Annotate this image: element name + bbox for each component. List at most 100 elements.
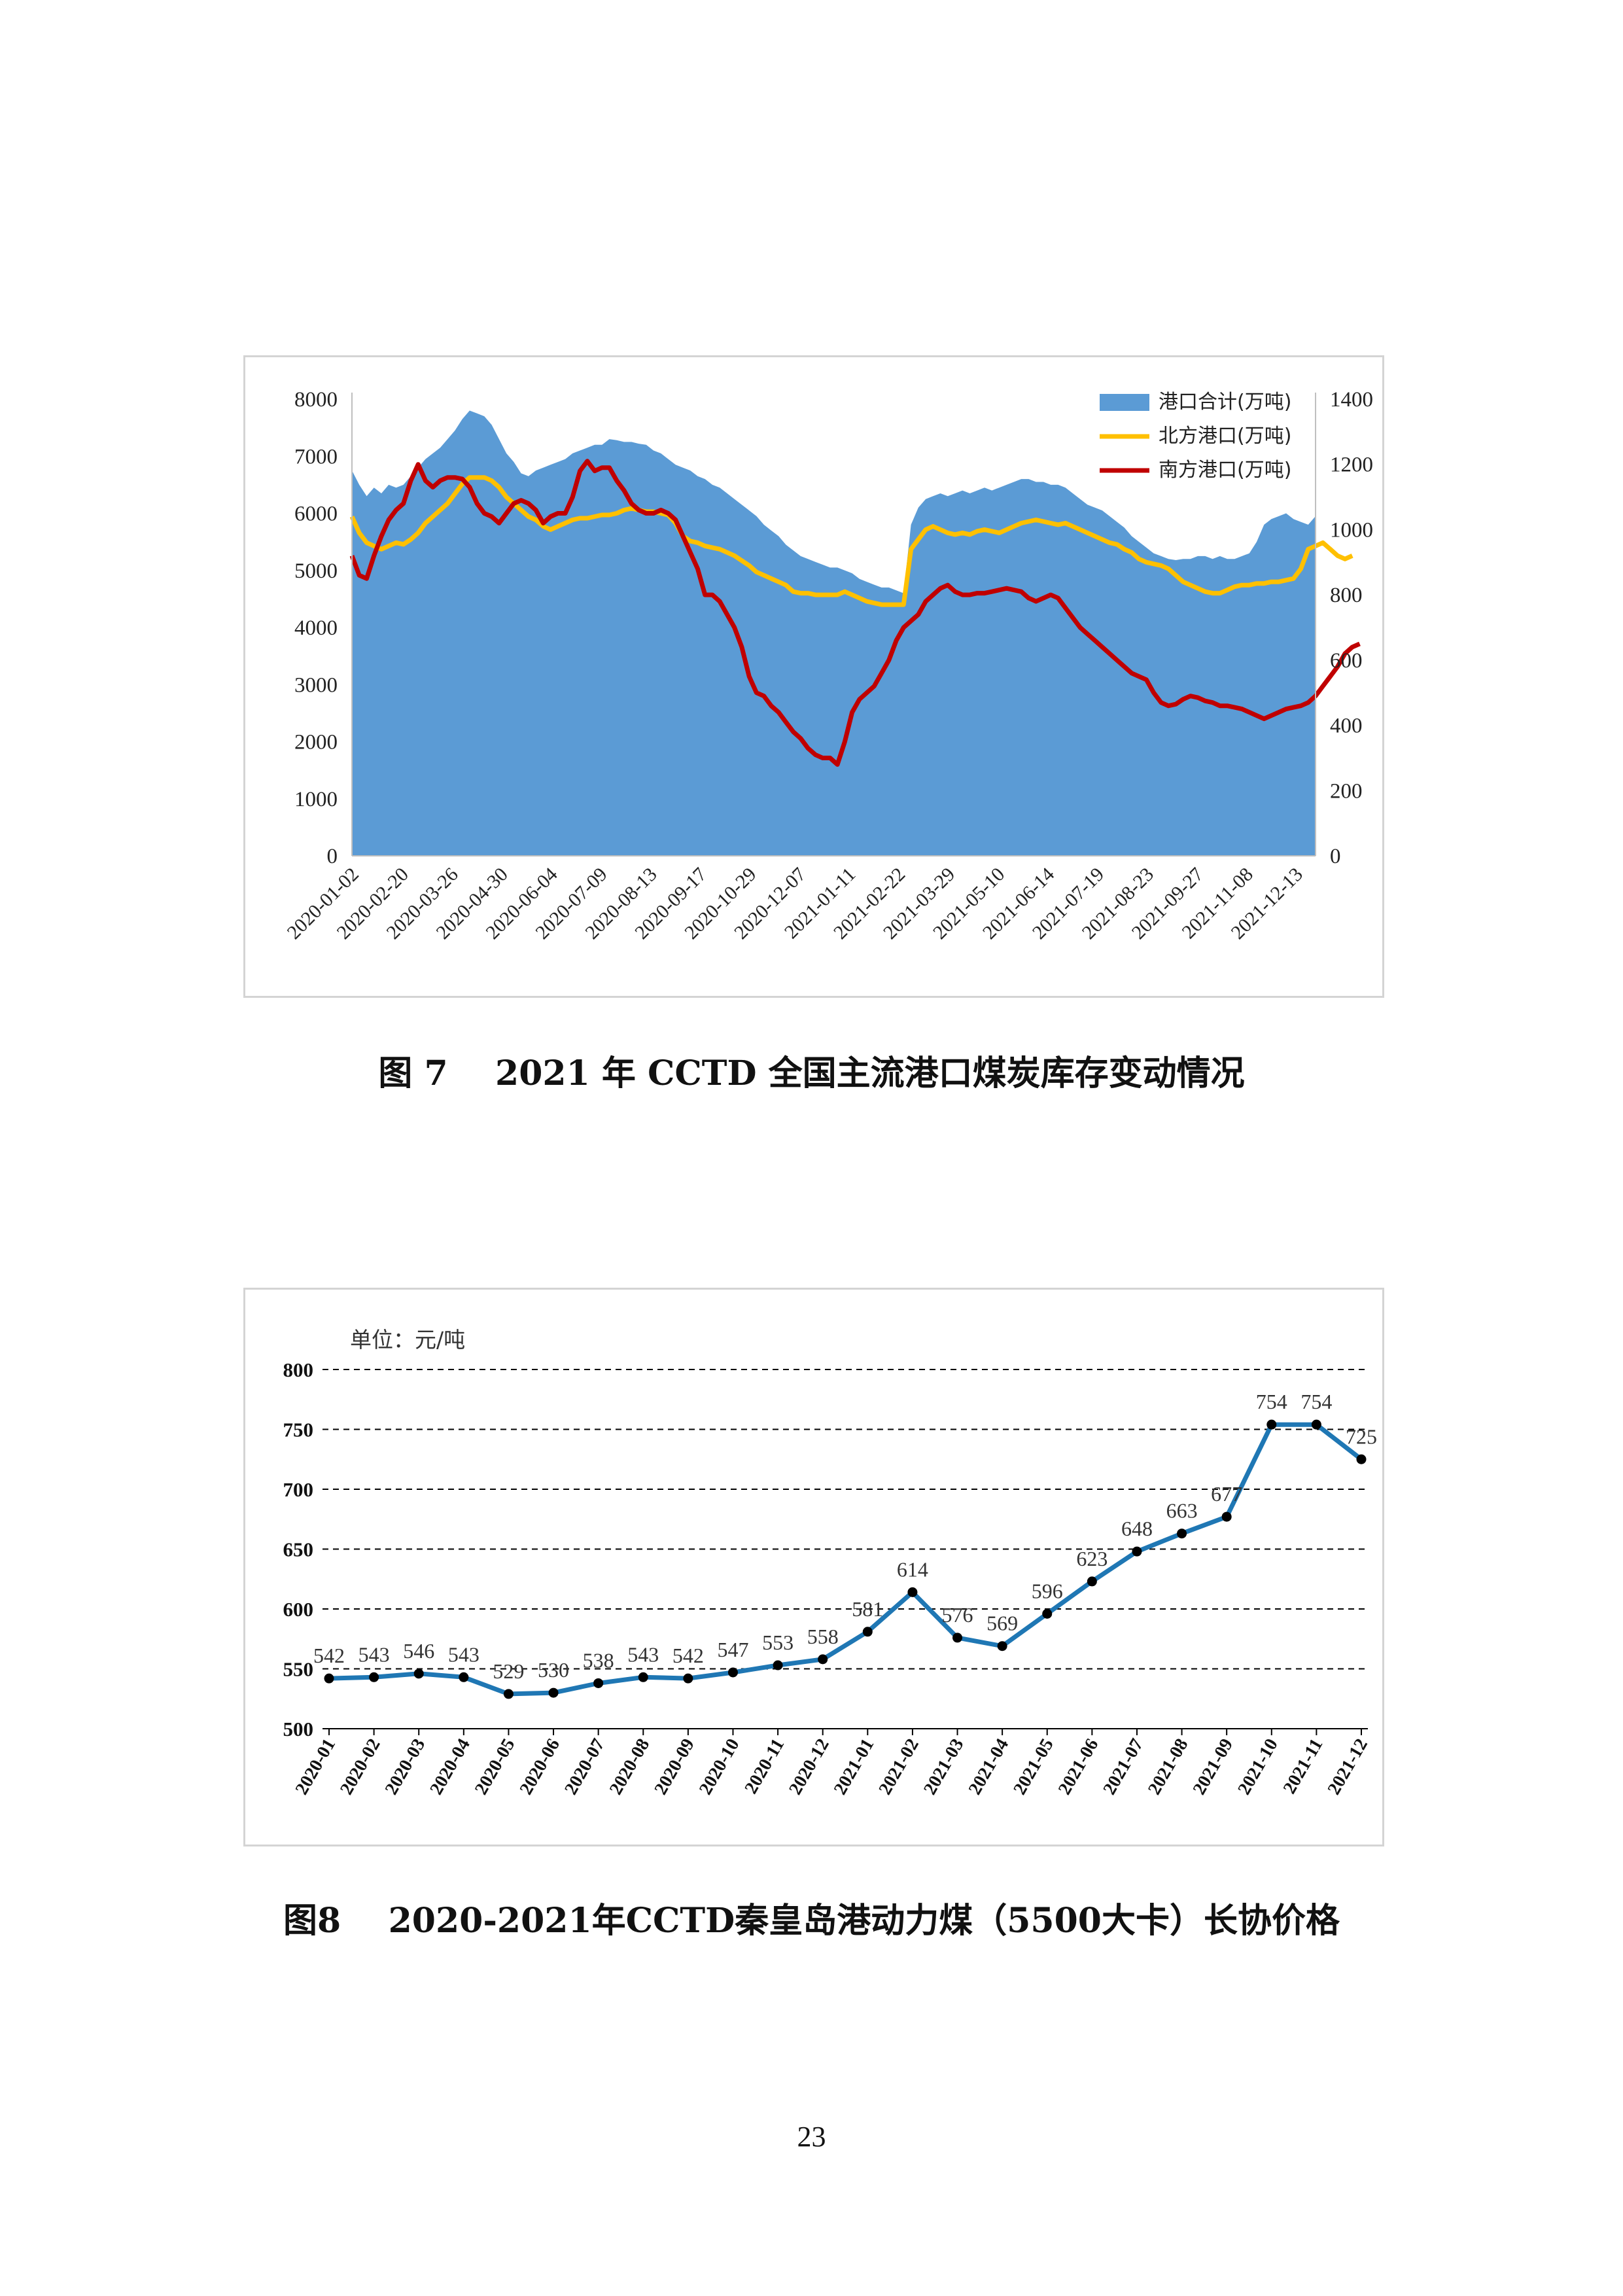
data-point-marker (1087, 1576, 1097, 1587)
y-right-tick-label: 800 (1330, 584, 1363, 607)
y-tick-label: 600 (283, 1598, 314, 1621)
x-tick-label: 2021-10 (1234, 1735, 1282, 1798)
legend-label: 北方港口(万吨) (1159, 425, 1291, 448)
x-tick-label: 2020-08 (606, 1735, 654, 1798)
data-label: 596 (1032, 1579, 1063, 1602)
data-point-marker (1311, 1419, 1321, 1430)
x-tick-label: 2020-12 (785, 1735, 833, 1798)
data-label: 581 (852, 1597, 883, 1621)
figure8-unit-label: 单位：元/吨 (350, 1327, 465, 1352)
x-tick-label: 2020-05 (471, 1735, 519, 1798)
y-tick-label: 800 (283, 1358, 314, 1381)
y-tick-label: 700 (283, 1478, 314, 1501)
x-tick-label: 2020-09 (650, 1735, 699, 1798)
data-label: 543 (358, 1642, 390, 1666)
y-left-tick-label: 7000 (294, 445, 338, 468)
data-label: 648 (1121, 1517, 1153, 1540)
legend-label: 港口合计(万吨) (1159, 391, 1291, 414)
data-label: 542 (313, 1644, 345, 1667)
x-tick-label: 2021-03 (920, 1735, 968, 1798)
data-point-marker (459, 1672, 469, 1682)
x-tick-label: 2021-05 (1009, 1735, 1058, 1798)
figure8-line-chart: 单位：元/吨5005506006507007508002020-012020-0… (283, 1327, 1378, 1798)
data-label: 569 (986, 1612, 1018, 1635)
data-label: 546 (403, 1639, 434, 1663)
data-point-marker (413, 1669, 424, 1679)
y-right-tick-label: 200 (1330, 779, 1363, 803)
data-point-marker (773, 1660, 783, 1670)
figure7-chart-frame: 0 1000 2000 3000 4000 5000 6000 7000 8000 0 200 400… (243, 355, 1384, 998)
data-label: 558 (807, 1625, 839, 1648)
data-point-marker (1177, 1528, 1187, 1539)
x-tick-label: 2021-12 (1324, 1735, 1372, 1798)
data-label: 553 (762, 1631, 794, 1654)
figure8-chart-frame: 单位：元/吨 500 550 600 650 700 750 800 2020-01 2020-0… (243, 1288, 1384, 1846)
data-point-marker (369, 1672, 379, 1682)
y-tick-label: 650 (283, 1538, 314, 1561)
data-point-marker (638, 1672, 648, 1682)
figure7-area-chart: 0 1000 2000 3000 4000 5000 6000 7000 8000 0 200 400… (283, 388, 1373, 944)
data-point-marker (952, 1633, 963, 1643)
x-tick-label: 2021-06 (1055, 1735, 1103, 1798)
data-label: 614 (897, 1557, 928, 1581)
x-tick-label: 2020-11 (741, 1735, 788, 1797)
data-label: 529 (493, 1659, 524, 1683)
x-tick-label: 2020-02 (336, 1735, 385, 1798)
y-right-tick-label: 1000 (1330, 518, 1373, 542)
x-tick-label: 2020-04 (426, 1735, 474, 1798)
y-tick-label: 750 (283, 1419, 314, 1441)
data-label: 538 (583, 1648, 614, 1672)
data-label: 677 (1211, 1482, 1242, 1506)
data-point-marker (727, 1667, 738, 1678)
y-left-tick-label: 3000 (294, 673, 338, 697)
data-label: 754 (1256, 1390, 1287, 1413)
data-label: 542 (672, 1644, 704, 1667)
y-left-tick-label: 1000 (294, 788, 338, 811)
x-tick-label: 2021-08 (1144, 1735, 1193, 1798)
data-point-marker (907, 1587, 918, 1597)
data-point-marker (1356, 1454, 1367, 1464)
x-tick-label: 2020-10 (695, 1735, 744, 1798)
x-tick-label: 2020-03 (381, 1735, 430, 1798)
data-point-marker (324, 1673, 334, 1684)
x-tick-label: 2021-11 (1280, 1735, 1327, 1797)
data-point-marker (1221, 1511, 1232, 1522)
legend-swatch-port-total (1100, 394, 1149, 411)
y-tick-label: 550 (283, 1658, 314, 1681)
data-point-marker (997, 1641, 1007, 1651)
page-number: 23 (797, 2121, 826, 2153)
y-left-tick-label: 0 (327, 845, 338, 868)
x-tick-label: 2021-02 (875, 1735, 923, 1798)
series-line-south-ports (349, 459, 1361, 767)
figure8-caption: 图8 2020-2021年CCTD秦皇岛港动力煤（5500大卡）长协价格 (283, 1901, 1340, 1941)
y-right-tick-label: 400 (1330, 715, 1363, 738)
data-point-marker (1266, 1419, 1277, 1430)
x-tick-label: 2021-04 (965, 1735, 1013, 1798)
data-label: 576 (942, 1603, 973, 1627)
x-tick-label: 2021-09 (1189, 1735, 1238, 1798)
data-point-marker (1132, 1546, 1142, 1557)
y-left-tick-label: 2000 (294, 731, 338, 754)
data-label: 543 (627, 1642, 659, 1666)
legend-label: 南方港口(万吨) (1159, 459, 1291, 482)
y-left-tick-label: 8000 (294, 388, 338, 412)
data-point-marker (593, 1678, 604, 1688)
x-tick-label: 2020-06 (516, 1735, 565, 1798)
y-right-tick-label: 1200 (1330, 453, 1373, 477)
data-point-marker (503, 1689, 514, 1699)
series-line-north-ports (349, 475, 1353, 607)
y-right-tick-label: 600 (1330, 649, 1363, 673)
data-label: 754 (1300, 1390, 1332, 1413)
data-point-marker (683, 1673, 693, 1684)
data-label: 663 (1166, 1499, 1198, 1523)
y-left-tick-label: 5000 (294, 559, 338, 583)
data-point-marker (1042, 1608, 1053, 1619)
x-tick-label: 2021-01 (830, 1735, 879, 1798)
data-label: 623 (1076, 1547, 1108, 1570)
series-line-price (328, 1422, 1363, 1697)
data-label: 547 (717, 1638, 748, 1661)
data-label: 543 (448, 1642, 480, 1666)
y-right-tick-label: 0 (1330, 845, 1341, 868)
data-point-marker (818, 1654, 828, 1665)
data-label: 725 (1346, 1424, 1377, 1448)
